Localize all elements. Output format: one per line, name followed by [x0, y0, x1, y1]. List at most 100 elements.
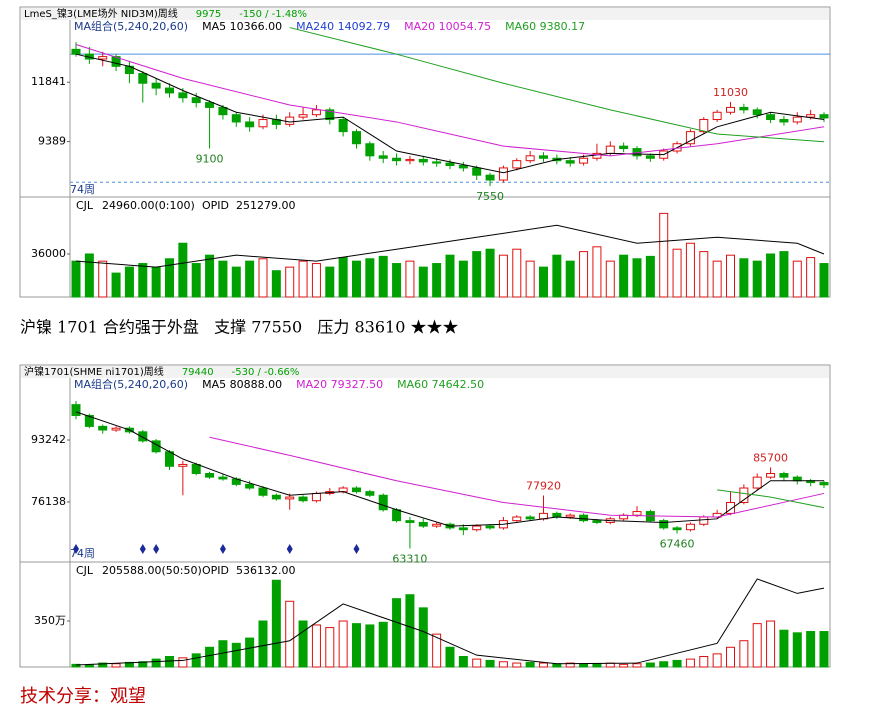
- candle-body: [806, 114, 816, 118]
- candle-body: [579, 157, 589, 164]
- volume-bar: [619, 663, 629, 668]
- price-annotation: 7550: [476, 190, 504, 203]
- ma-line: [75, 53, 825, 174]
- volume-bar: [819, 631, 829, 668]
- volume-label: CJL: [76, 199, 94, 212]
- volume-bar: [539, 266, 548, 298]
- candle-body: [485, 174, 495, 181]
- volume-bar: [231, 266, 241, 298]
- ma-legend: MA20 10054.75: [404, 20, 491, 33]
- price-annotation: 63310: [392, 553, 427, 566]
- volume-bar: [352, 260, 361, 298]
- candle-body: [565, 514, 575, 518]
- volume-bar: [485, 248, 495, 298]
- volume-bar: [352, 623, 361, 668]
- volume-bar: [592, 663, 602, 668]
- y-tick-label: 76138: [31, 495, 66, 508]
- volume-bar: [766, 253, 776, 298]
- candle-body: [405, 158, 415, 162]
- candle-body: [605, 145, 615, 154]
- volume-bar: [418, 607, 428, 668]
- volume-bar: [592, 246, 602, 298]
- volume-bar: [258, 620, 268, 668]
- candle-body: [378, 494, 388, 511]
- candle-body: [165, 87, 174, 94]
- candle-body: [191, 463, 201, 475]
- ma-legend: MA20 79327.50: [296, 378, 383, 391]
- volume-bar: [806, 257, 816, 298]
- volume-oi-label: OPID: [202, 564, 229, 577]
- volume-bar: [739, 258, 749, 298]
- candle-body: [672, 527, 682, 531]
- volume-bar: [752, 623, 762, 668]
- volume-bar: [792, 632, 802, 668]
- candle-body: [392, 509, 402, 522]
- price-annotation: 9100: [196, 153, 224, 166]
- volume-bar: [512, 248, 522, 298]
- volume-bar: [165, 258, 174, 298]
- volume-bar: [231, 642, 241, 668]
- candle-body: [311, 492, 321, 502]
- volume-bar: [672, 248, 682, 298]
- candle-body: [98, 425, 108, 431]
- candle-body: [205, 473, 215, 478]
- ma-line: [75, 411, 824, 527]
- volume-bar: [405, 594, 415, 668]
- candle-body: [819, 482, 829, 486]
- signal-marker: [353, 544, 360, 554]
- candle-body: [84, 415, 94, 427]
- volume-oi-text: 251279.00: [236, 199, 296, 212]
- ma-legend: MA5 80888.00: [202, 378, 282, 391]
- candle-body: [325, 109, 335, 121]
- volume-bar: [298, 260, 308, 298]
- volume-bar: [338, 620, 348, 668]
- ma-legend: MA组合(5,240,20,60): [74, 377, 188, 391]
- volume-bar: [458, 260, 468, 298]
- volume-bar: [365, 258, 375, 298]
- volume-bar: [392, 598, 402, 668]
- volume-bar: [699, 655, 709, 668]
- candle-body: [151, 82, 161, 89]
- volume-tick-label: 36000: [31, 247, 66, 260]
- volume-bar: [726, 254, 735, 298]
- volume-bar: [525, 661, 535, 668]
- volume-bar: [378, 621, 388, 668]
- candle-body: [766, 473, 776, 478]
- volume-bar: [792, 260, 802, 298]
- candle-body: [418, 158, 428, 163]
- volume-bar: [539, 662, 548, 668]
- volume-bar: [779, 629, 789, 668]
- chart-frame: [19, 6, 831, 298]
- candle-body: [485, 525, 495, 529]
- ma-line: [289, 27, 825, 143]
- header-last: 79440: [182, 367, 214, 378]
- volume-bar: [298, 620, 308, 668]
- candle-body: [298, 114, 308, 118]
- volume-bar: [472, 251, 482, 298]
- candle-body: [258, 487, 268, 496]
- candle-body: [525, 155, 535, 162]
- y-tick-label: 9389: [38, 135, 66, 148]
- volume-bar: [418, 266, 428, 298]
- header-change: -150 / -1.48%: [239, 9, 307, 20]
- volume-bar: [111, 663, 121, 668]
- volume-bar: [485, 659, 495, 668]
- candle-body: [552, 512, 562, 518]
- candle-body: [619, 145, 629, 150]
- candle-body: [205, 102, 215, 108]
- volume-bar: [271, 579, 281, 668]
- candle-body: [739, 106, 749, 111]
- volume-value-text: 205588.00(50:50): [102, 564, 202, 577]
- candle-body: [111, 427, 121, 431]
- volume-bar: [552, 254, 562, 298]
- candle-body: [352, 487, 361, 493]
- signal-marker: [219, 544, 226, 554]
- candle-body: [472, 525, 482, 531]
- ma-legend: MA组合(5,240,20,60): [74, 19, 188, 33]
- volume-bar: [365, 624, 375, 668]
- candle-body: [165, 451, 174, 467]
- volume-bar: [645, 255, 655, 298]
- header-last: 9975: [196, 9, 221, 20]
- candle-body: [178, 92, 188, 99]
- candle-body: [405, 520, 415, 523]
